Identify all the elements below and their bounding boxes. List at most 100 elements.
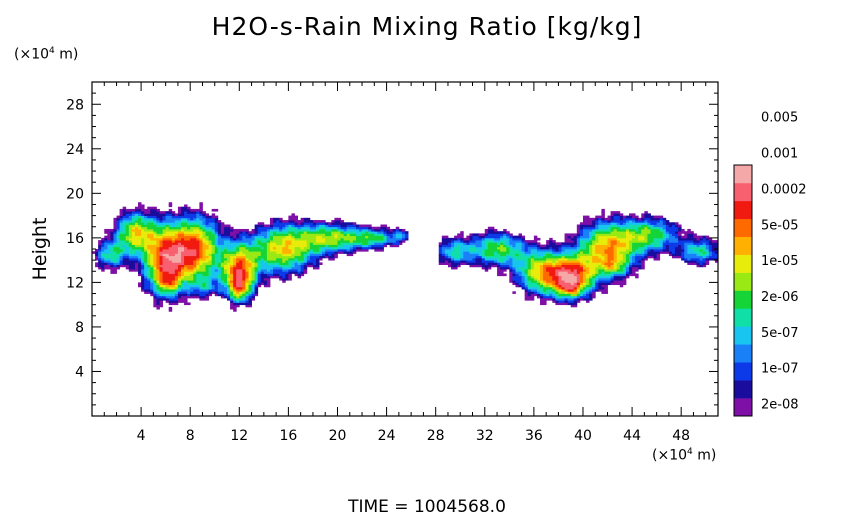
field-cell — [457, 260, 461, 263]
field-cell — [236, 262, 240, 265]
field-cell — [668, 233, 673, 237]
field-cell — [165, 257, 170, 261]
field-cell — [337, 220, 341, 223]
field-cell — [263, 237, 268, 241]
field-cell — [619, 253, 624, 257]
field-cell — [540, 295, 544, 299]
field-cell — [107, 242, 111, 245]
field-cell — [558, 293, 562, 297]
field-cell — [500, 264, 504, 268]
field-cell — [190, 211, 194, 214]
field-cell — [619, 224, 624, 228]
field-cell — [128, 237, 133, 241]
field-cell — [598, 286, 602, 290]
field-cell — [576, 273, 581, 277]
field-cell — [156, 275, 160, 279]
field-cell — [306, 242, 311, 245]
field-cell — [239, 269, 243, 272]
field-cell — [273, 220, 277, 223]
field-cell — [266, 280, 271, 283]
field-cell — [220, 266, 225, 270]
field-cell — [220, 280, 225, 283]
field-cell — [613, 220, 618, 223]
field-cell — [153, 284, 157, 288]
field-cell — [604, 255, 608, 259]
field-cell — [171, 222, 176, 225]
field-cell — [251, 231, 256, 234]
field-cell — [441, 251, 446, 254]
field-cell — [177, 260, 182, 263]
field-cell — [107, 262, 111, 265]
field-cell — [579, 286, 584, 290]
field-cell — [527, 295, 532, 299]
field-cell — [248, 246, 252, 250]
field-cell — [196, 208, 200, 212]
field-cell — [156, 213, 160, 216]
field-cell — [598, 226, 602, 230]
field-cell — [288, 220, 292, 223]
field-cell — [334, 237, 338, 241]
field-cell — [245, 240, 249, 243]
field-cell — [150, 224, 154, 228]
field-cell — [696, 240, 700, 243]
field-cell — [150, 217, 154, 221]
field-cell — [171, 302, 176, 306]
field-cell — [681, 249, 685, 252]
field-cell — [349, 228, 354, 232]
field-cell — [257, 264, 262, 268]
field-cell — [340, 222, 345, 225]
field-cell — [309, 222, 314, 225]
field-cell — [441, 237, 446, 241]
field-cell — [190, 273, 194, 277]
time-label: TIME = 1004568.0 — [348, 497, 506, 517]
field-cell — [291, 240, 295, 243]
field-cell — [165, 253, 170, 257]
field-cell — [202, 246, 206, 250]
field-cell — [141, 215, 145, 219]
field-cell — [506, 253, 510, 257]
field-cell — [549, 253, 553, 257]
field-cell — [570, 262, 575, 265]
field-cell — [239, 273, 243, 277]
field-cell — [245, 249, 249, 252]
field-cell — [659, 251, 664, 254]
field-cell — [193, 240, 197, 243]
field-cell — [383, 226, 387, 230]
field-cell — [355, 235, 360, 239]
field-cell — [665, 251, 670, 254]
field-cell — [202, 257, 206, 261]
field-cell — [478, 251, 483, 254]
field-cell — [515, 260, 519, 263]
field-cell — [257, 266, 262, 270]
field-cell — [125, 237, 130, 241]
field-cell — [199, 217, 203, 221]
field-cell — [656, 249, 661, 252]
field-cell — [543, 291, 547, 294]
field-cell — [671, 231, 676, 234]
field-cell — [576, 280, 581, 283]
field-cell — [285, 224, 289, 228]
field-cell — [656, 228, 661, 232]
field-cell — [107, 249, 111, 252]
field-cell — [671, 237, 676, 241]
field-cell — [168, 244, 173, 248]
field-cell — [469, 262, 473, 265]
field-cell — [242, 257, 246, 261]
field-cell — [601, 275, 605, 279]
field-cell — [297, 266, 302, 270]
field-cell — [153, 286, 157, 290]
field-cell — [463, 240, 467, 243]
field-cell — [147, 237, 151, 241]
field-cell — [447, 262, 452, 265]
field-cell — [564, 280, 569, 283]
field-cell — [684, 260, 688, 263]
field-cell — [484, 249, 489, 252]
field-cell — [546, 295, 550, 299]
field-cell — [193, 246, 197, 250]
field-cell — [263, 257, 268, 261]
field-cell — [199, 235, 203, 239]
field-cell — [217, 289, 222, 292]
field-cell — [638, 249, 642, 252]
field-cell — [150, 244, 154, 248]
field-cell — [589, 249, 593, 252]
